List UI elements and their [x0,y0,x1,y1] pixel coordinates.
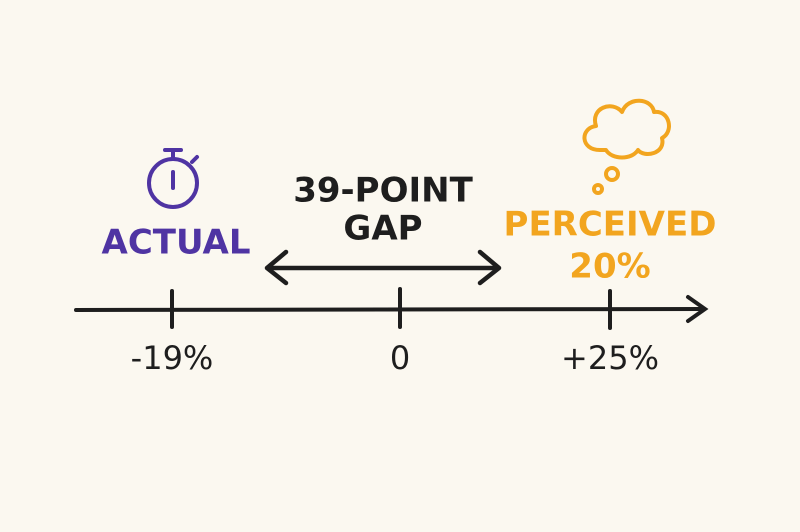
actual-label: ACTUAL [102,223,251,263]
axis-line [74,307,706,312]
number-line [74,287,709,330]
tick-label: 0 [390,339,410,377]
perceived-value: 20% [569,247,650,287]
tick-label: +25% [561,339,659,377]
arrowhead-left [264,249,289,286]
axis-arrowhead [686,295,709,323]
thought-bubble [604,166,620,182]
gap-label-line: 39-POINT [293,171,473,211]
gap-label-line: GAP [343,209,422,249]
stopwatch-side [190,155,199,164]
stopwatch-icon [147,148,199,209]
gap-arrow [264,249,502,286]
perceived-label: PERCEIVED [504,205,717,245]
thought-cloud [582,98,671,195]
cloud [582,98,671,160]
thought-bubble [592,183,604,195]
arrowhead-right [477,249,502,286]
tick-label: -19% [131,339,214,377]
